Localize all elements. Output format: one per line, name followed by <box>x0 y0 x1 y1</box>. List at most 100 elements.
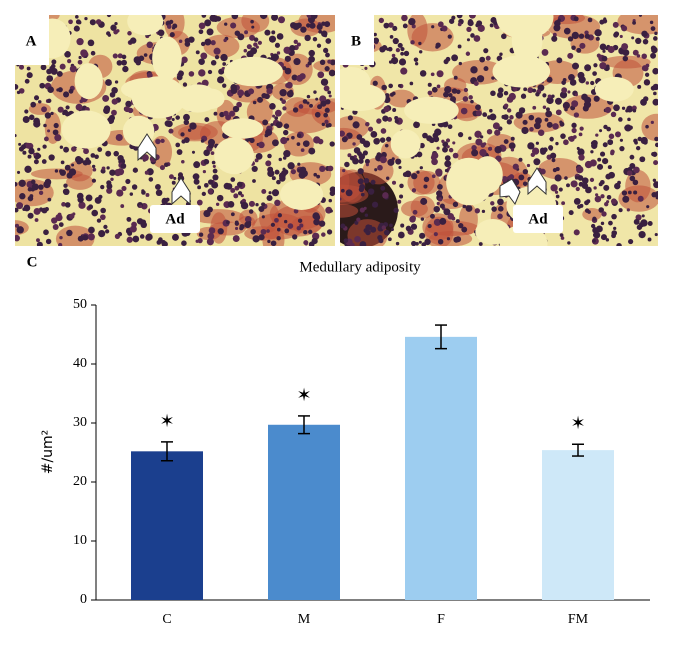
cell <box>456 15 463 19</box>
cell <box>457 44 462 49</box>
cell <box>200 52 208 60</box>
cell <box>473 35 481 42</box>
cell <box>650 26 656 31</box>
cell <box>63 183 68 188</box>
cell <box>204 117 210 122</box>
cell <box>649 20 654 25</box>
cell <box>608 220 613 226</box>
cell <box>58 222 64 227</box>
cell <box>555 167 560 172</box>
cell <box>261 92 267 99</box>
cell <box>352 142 356 146</box>
cell <box>315 97 319 101</box>
cell <box>182 82 188 87</box>
x-tick-label: C <box>162 612 171 627</box>
cell <box>400 67 408 75</box>
cell <box>284 67 292 75</box>
y-tick-label: 20 <box>73 474 87 489</box>
stain <box>641 113 658 142</box>
cell <box>370 131 378 138</box>
cell <box>169 19 174 24</box>
cell <box>571 122 577 128</box>
cell <box>327 90 332 95</box>
cell <box>210 151 215 156</box>
cell <box>58 242 63 246</box>
cell <box>144 170 149 175</box>
cell <box>382 192 389 199</box>
cell <box>33 117 41 125</box>
y-axis-label: #/um² <box>40 430 56 475</box>
cell <box>91 178 97 183</box>
cell <box>68 88 74 94</box>
cell <box>475 110 482 117</box>
cell <box>645 124 649 129</box>
cell <box>78 201 86 209</box>
cell <box>308 147 316 155</box>
cell <box>26 66 31 71</box>
cell <box>287 223 294 229</box>
cell <box>181 159 185 164</box>
cell <box>647 221 653 226</box>
cell <box>558 187 563 192</box>
cell <box>177 70 184 77</box>
cell <box>364 158 370 164</box>
cell <box>207 69 213 75</box>
cell <box>282 66 287 71</box>
cell <box>246 44 252 50</box>
cell <box>359 241 367 246</box>
cell <box>579 126 584 131</box>
cell <box>44 112 52 119</box>
cell <box>518 174 525 181</box>
cell <box>94 196 102 204</box>
cell <box>627 117 631 122</box>
cell <box>421 242 427 246</box>
cell <box>116 168 125 176</box>
cell <box>237 191 243 196</box>
cell <box>503 139 509 145</box>
cell <box>329 209 333 213</box>
y-tick-label: 30 <box>73 415 87 430</box>
cell <box>250 47 258 55</box>
cell <box>562 101 570 109</box>
cell <box>88 204 94 210</box>
cell <box>130 37 137 44</box>
cell <box>114 22 118 26</box>
panel-label: B <box>351 33 361 49</box>
cell <box>50 155 55 160</box>
cell <box>82 234 89 241</box>
cell <box>568 210 574 216</box>
cell <box>203 209 211 218</box>
cell <box>460 107 468 115</box>
cell <box>411 240 417 246</box>
cell <box>633 138 638 144</box>
cell <box>420 217 425 221</box>
cell <box>262 119 269 126</box>
cell <box>641 214 645 218</box>
cell <box>383 229 390 236</box>
cell <box>444 86 452 93</box>
cell <box>212 174 219 181</box>
cell <box>399 183 404 189</box>
cell <box>293 58 301 66</box>
y-tick-label: 0 <box>80 592 87 607</box>
cell <box>198 232 204 237</box>
cell <box>198 58 205 65</box>
cell <box>43 123 47 128</box>
cell <box>324 119 329 124</box>
cell <box>533 123 538 128</box>
cell <box>555 97 562 105</box>
stain <box>262 223 285 246</box>
cell <box>321 30 328 37</box>
cell <box>397 231 405 239</box>
cell <box>133 56 141 64</box>
cell <box>253 37 259 42</box>
cell <box>125 178 131 184</box>
cell <box>121 54 127 60</box>
y-tick-label: 50 <box>73 297 87 312</box>
cell <box>51 217 58 224</box>
cell <box>237 89 245 97</box>
cell <box>383 22 390 29</box>
cell <box>253 42 258 47</box>
cell <box>78 55 82 60</box>
